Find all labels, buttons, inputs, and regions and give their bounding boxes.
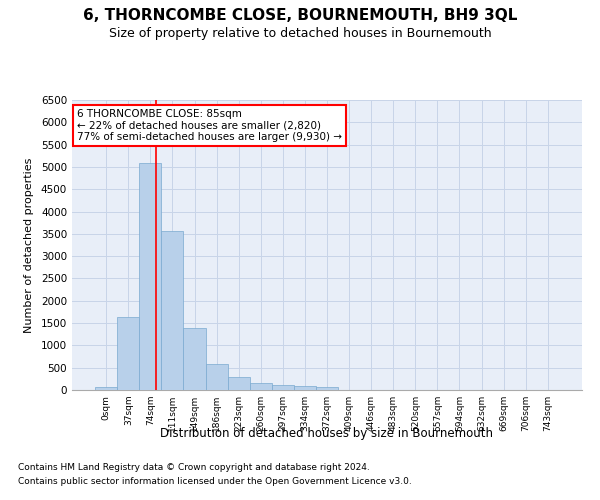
Bar <box>206 364 227 390</box>
Bar <box>139 164 161 390</box>
Bar <box>294 386 316 390</box>
Text: Size of property relative to detached houses in Bournemouth: Size of property relative to detached ho… <box>109 28 491 40</box>
Bar <box>161 230 184 390</box>
Bar <box>184 328 206 390</box>
Bar <box>117 318 139 390</box>
Bar <box>316 387 338 390</box>
Text: Contains HM Land Registry data © Crown copyright and database right 2024.: Contains HM Land Registry data © Crown c… <box>18 464 370 472</box>
Bar <box>272 385 294 390</box>
Bar <box>227 377 250 390</box>
Bar <box>250 384 272 390</box>
Text: 6 THORNCOMBE CLOSE: 85sqm
← 22% of detached houses are smaller (2,820)
77% of se: 6 THORNCOMBE CLOSE: 85sqm ← 22% of detac… <box>77 108 342 142</box>
Text: 6, THORNCOMBE CLOSE, BOURNEMOUTH, BH9 3QL: 6, THORNCOMBE CLOSE, BOURNEMOUTH, BH9 3Q… <box>83 8 517 22</box>
Text: Contains public sector information licensed under the Open Government Licence v3: Contains public sector information licen… <box>18 477 412 486</box>
Y-axis label: Number of detached properties: Number of detached properties <box>24 158 34 332</box>
Text: Distribution of detached houses by size in Bournemouth: Distribution of detached houses by size … <box>161 428 493 440</box>
Bar <box>95 387 117 390</box>
